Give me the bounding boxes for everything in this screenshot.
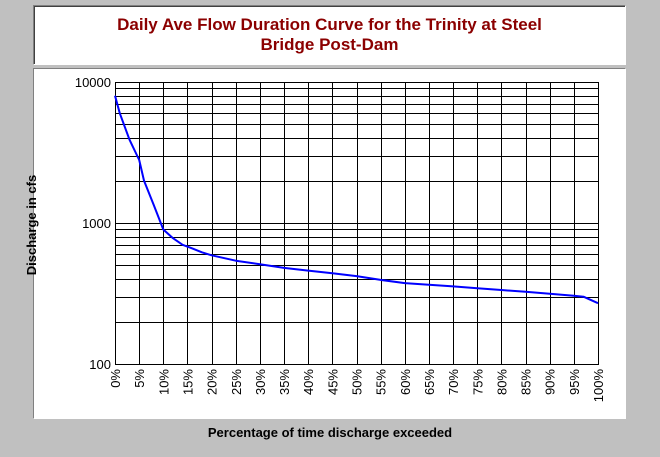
x-tick-label: 35% bbox=[277, 369, 292, 395]
x-tick-label: 70% bbox=[446, 369, 461, 395]
y-tick-label: 1000 bbox=[82, 216, 111, 231]
x-tick-label: 75% bbox=[470, 369, 485, 395]
chart-title-line-2: Bridge Post-Dam bbox=[260, 35, 399, 54]
series-line bbox=[114, 95, 599, 305]
x-tick-label: 0% bbox=[108, 369, 123, 388]
x-tick-label: 20% bbox=[205, 369, 220, 395]
x-tick-label: 90% bbox=[543, 369, 558, 395]
y-tick-label: 10000 bbox=[75, 75, 111, 90]
x-tick-label: 5% bbox=[132, 369, 147, 388]
x-tick-label: 60% bbox=[398, 369, 413, 395]
x-tick-label: 10% bbox=[156, 369, 171, 395]
x-tick-label: 45% bbox=[325, 369, 340, 395]
x-axis-label: Percentage of time discharge exceeded bbox=[207, 425, 453, 440]
y-axis-label-container: Discharge in cfs bbox=[24, 175, 39, 275]
x-tick-label: 80% bbox=[494, 369, 509, 395]
y-tick-label: 100 bbox=[89, 357, 111, 372]
x-tick-label: 40% bbox=[301, 369, 316, 395]
x-tick-label: 85% bbox=[519, 369, 534, 395]
x-tick-label: 50% bbox=[350, 369, 365, 395]
chart-title: Daily Ave Flow Duration Curve for the Tr… bbox=[33, 5, 626, 65]
chart-title-line-1: Daily Ave Flow Duration Curve for the Tr… bbox=[117, 15, 542, 34]
y-axis-label: Discharge in cfs bbox=[24, 175, 39, 275]
x-tick-label: 30% bbox=[253, 369, 268, 395]
plot-border bbox=[115, 82, 599, 365]
x-tick-label: 55% bbox=[374, 369, 389, 395]
x-tick-label: 100% bbox=[591, 369, 606, 403]
x-tick-label: 65% bbox=[422, 369, 437, 395]
x-tick-label: 25% bbox=[229, 369, 244, 395]
x-tick-label: 95% bbox=[567, 369, 582, 395]
x-tick-label: 15% bbox=[180, 369, 195, 395]
